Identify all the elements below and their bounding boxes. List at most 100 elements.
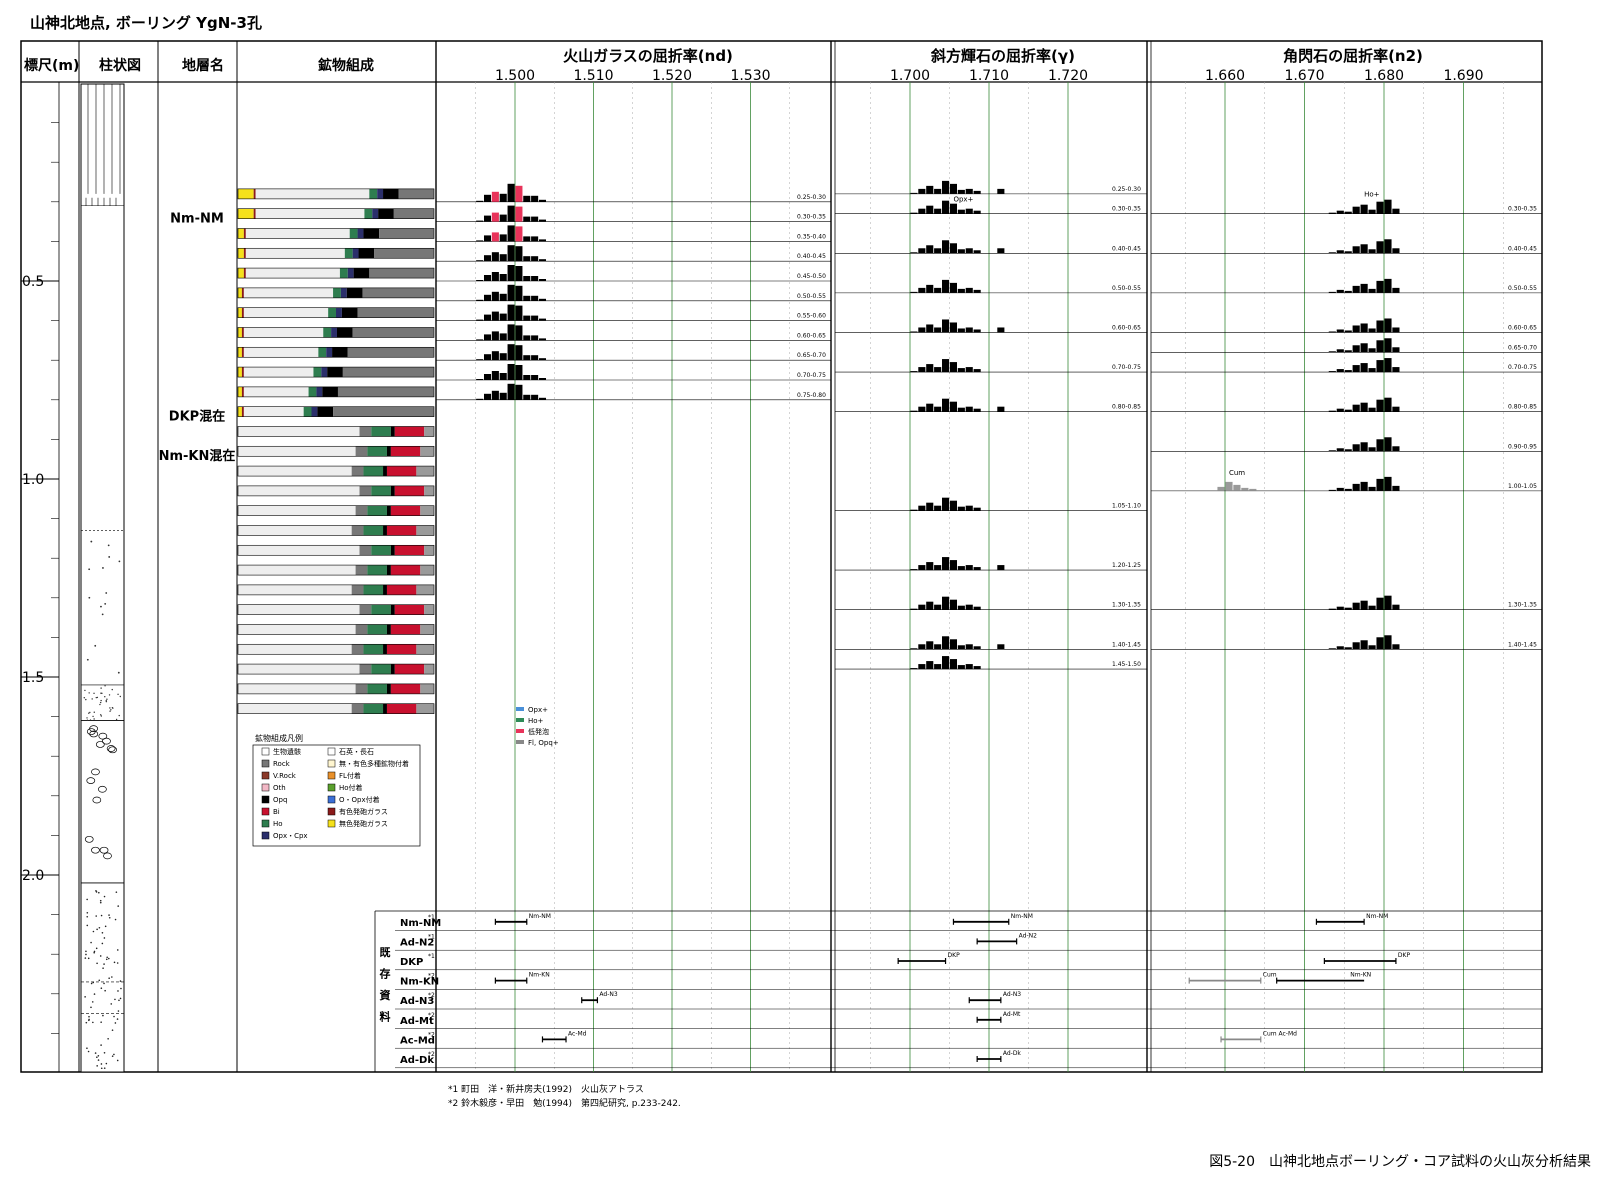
column-dot	[93, 993, 96, 995]
histogram-bar	[1368, 447, 1376, 452]
mineral-segment	[359, 485, 372, 496]
opx-sample-label: 0.70-0.75	[1112, 364, 1141, 371]
histogram-bar	[1352, 206, 1360, 214]
header-scale: 標尺(m)	[24, 57, 79, 74]
column-dot	[117, 671, 120, 674]
histogram-bar	[507, 265, 515, 281]
ho-histogram	[1151, 476, 1542, 492]
histogram-bar	[1360, 640, 1368, 650]
mineral-legend-label: V.Rock	[273, 772, 297, 780]
column-dot	[87, 1050, 90, 1053]
opx-sample-label: 1.40-1.45	[1112, 641, 1141, 648]
histogram-bar	[910, 371, 918, 373]
existing-row-ref: *2	[428, 992, 435, 999]
mineral-segment	[238, 604, 360, 615]
histogram-bar	[1360, 283, 1368, 293]
column-dot	[96, 928, 98, 931]
histogram-bar	[1344, 647, 1352, 650]
histogram-bar	[910, 648, 918, 650]
histogram-bar	[918, 367, 926, 373]
mineral-segment	[357, 228, 364, 239]
mineral-legend-label: Opq	[273, 796, 287, 804]
opx-histogram	[835, 398, 1147, 412]
histogram-bar	[538, 358, 547, 361]
histogram-bar	[949, 639, 958, 650]
ho-histogram	[1151, 278, 1542, 294]
histogram-bar	[531, 295, 539, 301]
histogram-bar	[934, 248, 942, 254]
histogram-bar	[1392, 367, 1400, 373]
column-dot	[88, 1015, 90, 1018]
column-dot	[119, 997, 122, 1000]
opx-plus-annotation: Opx+	[953, 196, 973, 204]
column-pebble	[102, 737, 111, 745]
glass-sample-label: 0.60-0.65	[797, 332, 826, 339]
mineral-segment	[351, 525, 364, 536]
column-dot	[105, 700, 108, 703]
histogram-bar	[918, 406, 926, 412]
histogram-bar	[957, 249, 965, 254]
histogram-bar	[515, 285, 523, 301]
column-dot	[86, 719, 89, 721]
glass-sample-label: 0.70-0.75	[797, 372, 826, 379]
mineral-legend-box	[252, 744, 421, 847]
mineral-bar	[237, 683, 435, 695]
column-dot	[93, 718, 95, 720]
histogram-bar	[515, 365, 523, 380]
ho-sample-label: 0.80-0.85	[1508, 404, 1537, 411]
existing-row-ref: *1	[428, 953, 435, 960]
column-dot	[102, 567, 104, 569]
histogram-bar	[476, 379, 484, 380]
mineral-segment	[371, 426, 391, 437]
histogram-bar	[538, 279, 547, 281]
mineral-segment	[336, 327, 353, 338]
mineral-segment	[241, 406, 244, 417]
histogram-bar	[997, 644, 1005, 650]
glass-range-tag: Nm-KN	[529, 972, 550, 979]
histogram-bar	[1376, 399, 1384, 412]
column-dot	[86, 658, 89, 661]
mineral-segment	[390, 565, 421, 576]
glass-tick-label: 1.520	[652, 68, 692, 84]
column-dot	[104, 603, 107, 605]
histogram-bar	[1368, 407, 1376, 412]
ho-histogram	[1151, 199, 1542, 214]
histogram-bar	[957, 665, 965, 670]
histogram-bar	[523, 256, 531, 262]
histogram-bar	[965, 367, 973, 373]
mineral-segment	[355, 505, 368, 516]
mineral-segment	[394, 485, 425, 496]
mineral-segment	[243, 287, 334, 298]
histogram-bar	[1328, 410, 1336, 412]
mineral-legend-swatch	[327, 795, 336, 804]
histogram-bar	[1344, 290, 1352, 293]
mineral-segment	[340, 287, 347, 298]
histogram-bar	[1368, 209, 1376, 214]
mineral-segment	[390, 683, 421, 694]
mineral-segment	[367, 624, 387, 635]
column-dot	[98, 979, 101, 982]
column-dot	[92, 715, 94, 718]
mineral-segment	[416, 466, 434, 477]
mineral-segment	[369, 268, 434, 279]
histogram-bar	[1344, 251, 1352, 254]
histogram-bar	[910, 569, 918, 571]
histogram-bar	[523, 216, 531, 222]
mineral-segment	[394, 545, 425, 556]
opx-sample-label: 0.50-0.55	[1112, 285, 1141, 292]
glass-histogram	[436, 265, 831, 282]
mineral-segment	[383, 188, 399, 199]
histogram-bar	[941, 279, 950, 293]
mineral-bar-outline	[237, 327, 435, 338]
histogram-bar	[531, 375, 539, 380]
histogram-bar	[523, 295, 531, 301]
column-dot	[108, 556, 111, 558]
mineral-segment	[416, 703, 434, 714]
histogram-bar	[1376, 201, 1384, 214]
glass-sample-label: 0.35-0.40	[797, 233, 826, 240]
glass-sample-label: 0.65-0.70	[797, 352, 826, 359]
column-dot	[100, 1063, 103, 1065]
column-pebble	[98, 785, 107, 793]
mineral-segment	[351, 644, 364, 655]
column-pebble	[89, 725, 98, 732]
